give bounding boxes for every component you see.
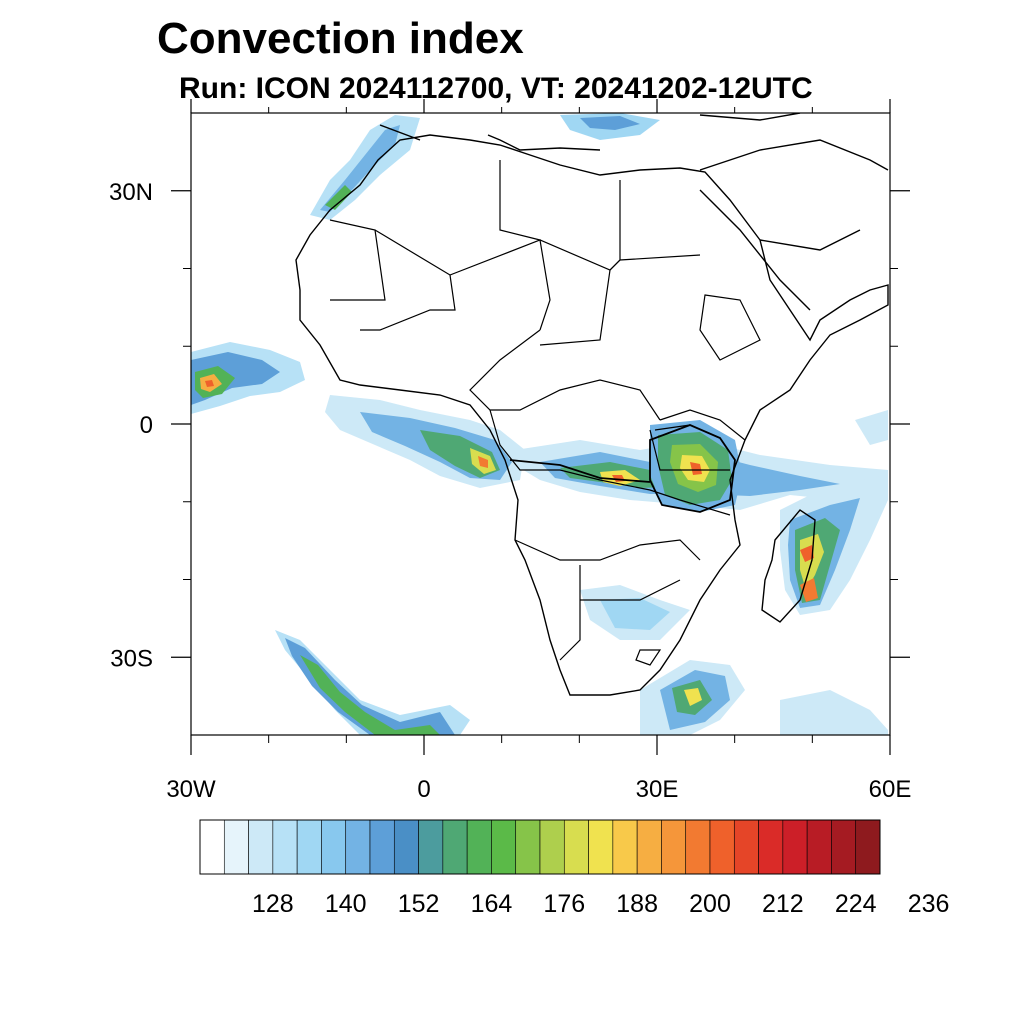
colorbar-label: 224 [835,890,877,918]
convection-area-atlantic-west [191,342,305,414]
x-tick-label: 30W [166,776,216,803]
colorbar-swatch [442,819,468,875]
convection-field [191,113,888,735]
convection-area-south-atlantic-band [275,630,470,735]
colorbar-swatch [272,819,298,875]
madagascar-coastline [761,509,816,623]
colorbar-swatch [296,819,322,875]
colorbar-swatch [491,819,517,875]
colorbar-label: 176 [543,890,585,918]
colorbar-swatch [588,819,614,875]
colorbar-swatch [563,819,589,875]
x-tick-label: 0 [417,776,430,803]
x-tick-label: 60E [869,776,912,803]
y-tick-label: 30N [109,179,153,206]
colorbar-swatch [393,819,419,875]
chart-title: Convection index [157,14,524,63]
y-tick-label: 30S [110,645,153,672]
mediterranean-coastline [379,113,801,151]
coastlines [295,113,889,696]
colorbar-swatch [636,819,662,875]
colorbar-swatch [661,819,687,875]
colorbar-label: 164 [471,890,513,918]
colorbar-swatch [539,819,565,875]
africa-coastline [295,134,889,696]
tanzania-outline [509,424,736,513]
colorbar-swatch [418,819,444,875]
colorbar-swatch [223,819,249,875]
convection-area-east-coast [855,410,888,445]
colorbar-swatch [369,819,395,875]
country-borders [329,160,761,666]
y-tick-label: 0 [140,412,153,439]
colorbar-swatch [612,819,638,875]
colorbar-swatch [831,819,857,875]
colorbar-swatch [758,819,784,875]
chart-subtitle: Run: ICON 2024112700, VT: 20241202-12UTC [179,72,813,105]
colorbar: 128 140 152 164 176 188 200 212 224 236 [199,819,950,918]
colorbar-label: 128 [252,890,294,918]
axes: 30W 0 30E 60E 30N 0 30S [109,99,911,803]
colorbar-swatch [321,819,347,875]
colorbar-label: 188 [616,890,658,918]
convection-area-lake-victoria-tanzania [650,420,742,512]
convection-area-south-africa-east [580,585,888,735]
colorbar-label: 236 [908,890,950,918]
colorbar-swatch [466,819,492,875]
colorbar-label: 140 [325,890,367,918]
arabia-coastline [699,139,889,311]
colorbar-label: 152 [398,890,440,918]
convection-area-gulf-of-guinea [325,395,525,488]
x-tick-label: 30E [636,776,679,803]
colorbar-swatch [248,819,274,875]
convection-area-mediterranean [560,113,660,140]
colorbar-swatch [855,819,881,875]
colorbar-swatch [806,819,832,875]
colorbar-label: 212 [762,890,804,918]
colorbar-swatch [733,819,759,875]
convection-area-morocco [310,115,420,220]
colorbar-swatch [345,819,371,875]
convection-area-madagascar [780,475,888,615]
colorbar-label: 200 [689,890,731,918]
colorbar-frame [199,819,881,875]
colorbar-swatch [199,819,225,875]
colorbar-swatch [515,819,541,875]
colorbar-swatch [685,819,711,875]
colorbar-swatch [782,819,808,875]
colorbar-swatch [709,819,735,875]
